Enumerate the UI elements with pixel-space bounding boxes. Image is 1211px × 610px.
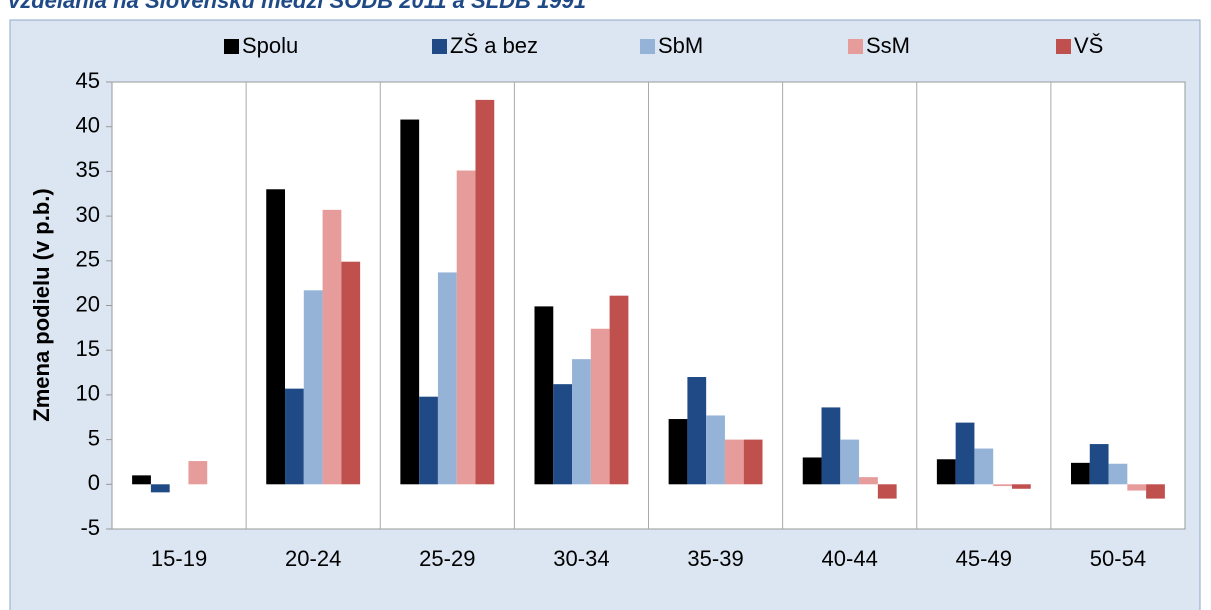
bar: [936, 459, 956, 485]
y-tick-label: 25: [76, 247, 100, 272]
y-tick-label: 5: [88, 425, 100, 450]
legend-label: VŠ: [1074, 33, 1103, 58]
bar: [285, 388, 304, 485]
bar: [266, 189, 286, 485]
bar: [706, 415, 725, 485]
y-tick-label: 45: [76, 68, 100, 93]
bar: [1070, 462, 1090, 485]
y-tick-label: 0: [88, 470, 100, 495]
bar: [341, 261, 361, 485]
bar: [150, 484, 170, 493]
bar: [534, 306, 554, 485]
bar: [1146, 484, 1165, 499]
bar: [955, 422, 975, 485]
bar: [840, 439, 860, 485]
legend-swatch: [1056, 39, 1071, 54]
bar: [687, 377, 707, 485]
legend-swatch: [432, 39, 447, 54]
bar: [993, 484, 1012, 487]
bar: [303, 290, 323, 485]
bar: [572, 359, 591, 485]
bar: [877, 484, 897, 499]
legend-label: Spolu: [242, 33, 298, 58]
bar: [437, 272, 457, 485]
bar: [1089, 444, 1109, 485]
y-tick-label: 10: [76, 381, 100, 406]
bar: [724, 439, 744, 485]
legend-swatch: [224, 39, 239, 54]
y-tick-label: -5: [80, 515, 100, 540]
legend-swatch: [848, 39, 863, 54]
bar: [821, 407, 841, 485]
bar: [456, 170, 476, 485]
x-tick-label: 30-34: [553, 546, 609, 571]
legend-label: ZŠ a bez: [450, 33, 538, 58]
legend-label: SbM: [658, 33, 703, 58]
bar: [1127, 484, 1147, 491]
bar: [322, 209, 342, 485]
bar: [400, 119, 420, 485]
x-tick-label: 25-29: [419, 546, 475, 571]
bar: [668, 419, 688, 485]
x-tick-label: 35-39: [687, 546, 743, 571]
bar: [743, 439, 763, 485]
y-tick-label: 15: [76, 336, 100, 361]
x-tick-label: 50-54: [1090, 546, 1146, 571]
bar: [1011, 484, 1031, 489]
x-tick-label: 40-44: [822, 546, 878, 571]
bar: [974, 448, 994, 485]
bar: [1108, 463, 1128, 485]
bar: [590, 328, 610, 485]
legend-swatch: [640, 39, 655, 54]
legend-label: SsM: [866, 33, 910, 58]
y-tick-label: 40: [76, 113, 100, 138]
bar: [188, 461, 208, 485]
x-tick-label: 20-24: [285, 546, 341, 571]
y-tick-label: 30: [76, 202, 100, 227]
y-tick-label: 35: [76, 157, 100, 182]
bar: [475, 99, 495, 485]
bar: [859, 477, 878, 485]
bar: [132, 475, 151, 485]
y-axis-label: Zmena podielu (v p.b.): [29, 188, 54, 421]
bar: [802, 457, 822, 485]
bar: [419, 396, 438, 485]
x-tick-label: 15-19: [151, 546, 207, 571]
chart-title: vzdelania na Slovensku medzi SODB 2011 a…: [8, 0, 586, 13]
x-tick-label: 45-49: [956, 546, 1012, 571]
bar: [609, 295, 629, 485]
y-tick-label: 20: [76, 291, 100, 316]
bar: [553, 384, 573, 485]
